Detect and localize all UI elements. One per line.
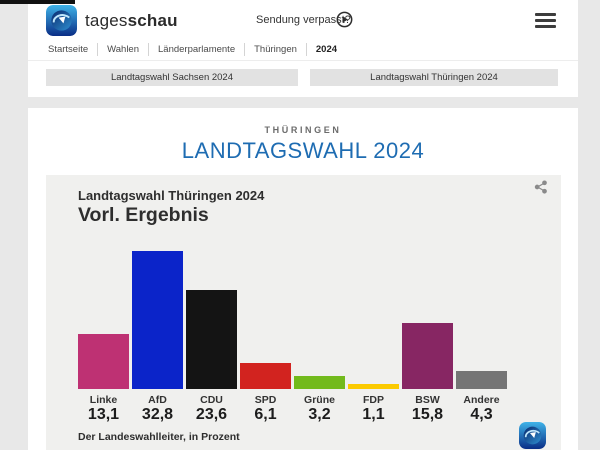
party-value-andere: 4,3 (470, 406, 493, 423)
page-title: LANDTAGSWAHL 2024 (181, 138, 425, 163)
results-chart: Landtagswahl Thüringen 2024 Vorl. Ergebn… (46, 175, 561, 450)
party-value-bsw: 15,8 (411, 406, 444, 423)
sachsen-election-button[interactable]: Landtagswahl Sachsen 2024 (46, 69, 298, 86)
region-kicker: THÜRINGEN (264, 125, 342, 135)
tagesschau-watermark-icon (519, 422, 546, 449)
party-label-grüne: Grüne (304, 394, 335, 406)
party-value-linke: 13,1 (87, 406, 120, 423)
screenshot-artifact (0, 0, 75, 4)
party-label-fdp: FDP (363, 394, 384, 406)
party-label-spd: SPD (254, 394, 277, 406)
party-label-cdu: CDU (200, 394, 223, 406)
party-label-bsw: BSW (415, 394, 440, 406)
party-value-afd: 32,8 (141, 406, 174, 423)
breadcrumb-separator (244, 43, 246, 56)
brand-wordmark[interactable]: tagesschau (85, 11, 178, 30)
bars-area: Linke 13,1 AfD 32,8 CDU 23,6 SPD 6,1 Grüne 3,2 FDP… (78, 175, 529, 423)
party-label-andere: Andere (463, 394, 500, 406)
menu-icon[interactable] (535, 13, 556, 28)
brand-row: tagesschau Sendung verpasst? (28, 0, 578, 40)
header-divider (28, 60, 578, 61)
bar-fdp (348, 384, 399, 389)
main-content: THÜRINGEN LANDTAGSWAHL 2024 Landtagswahl… (28, 108, 578, 450)
breadcrumb-separator (97, 43, 99, 56)
bar-cdu (186, 290, 237, 389)
chart-source: Der Landeswahlleiter, in Prozent (78, 431, 240, 443)
party-value-grüne: 3,2 (308, 406, 331, 423)
bar-afd (132, 251, 183, 389)
bar-linke (78, 334, 129, 389)
missed-show-link[interactable]: Sendung verpasst? (256, 14, 351, 26)
party-label-afd: AfD (148, 394, 167, 406)
breadcrumb-item-thüringen[interactable]: Thüringen (254, 44, 297, 55)
breadcrumb-item-startseite[interactable]: Startseite (48, 44, 89, 55)
bar-grüne (294, 376, 345, 389)
share-icon[interactable] (534, 180, 548, 194)
breadcrumb-separator (305, 43, 307, 56)
breadcrumb-separator (148, 43, 149, 56)
header: tagesschau Sendung verpasst? Startseite W… (28, 0, 578, 97)
chart-title: Landtagswahl Thüringen 2024 (78, 188, 265, 203)
chart-subtitle: Vorl. Ergebnis (78, 204, 209, 226)
breadcrumb-item-wahlen[interactable]: Wahlen (107, 44, 139, 55)
bar-bsw (402, 323, 453, 389)
party-value-cdu: 23,6 (195, 406, 228, 423)
bar-spd (240, 363, 291, 389)
election-switch-row: Landtagswahl Sachsen 2024 Landtagswahl T… (28, 69, 578, 87)
breadcrumb-item-2024: 2024 (315, 44, 338, 55)
breadcrumb-item-länderparlamente[interactable]: Länderparlamente (158, 44, 236, 55)
breadcrumb: Startseite Wahlen Länderparlamente Thüringe… (48, 40, 346, 59)
play-icon[interactable] (336, 11, 353, 28)
party-value-fdp: 1,1 (362, 406, 385, 423)
party-label-linke: Linke (89, 394, 118, 406)
thueringen-election-button[interactable]: Landtagswahl Thüringen 2024 (310, 69, 558, 86)
bar-andere (456, 371, 507, 389)
tagesschau-logo-icon[interactable] (46, 5, 77, 36)
party-value-spd: 6,1 (254, 406, 277, 423)
